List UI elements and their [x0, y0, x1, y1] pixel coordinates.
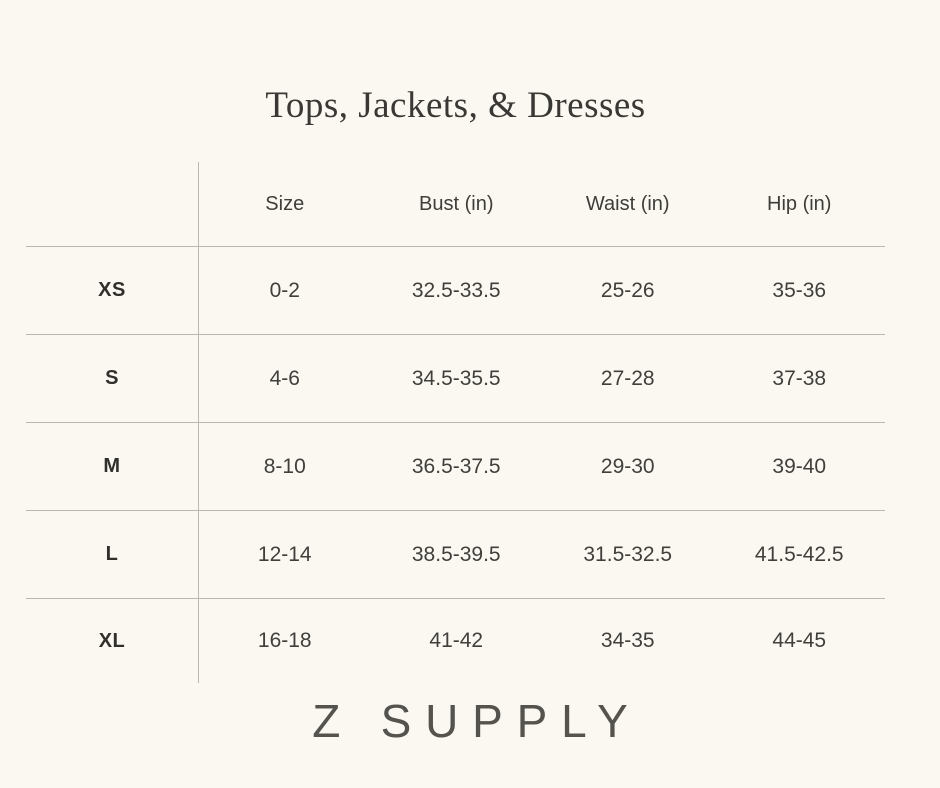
cell-xl-bust: 41-42 — [429, 629, 484, 652]
cell-xl-waist: 34-35 — [600, 629, 655, 652]
cell-s-bust: 34.5-35.5 — [370, 335, 542, 423]
cell-xs-hip: 35-36 — [713, 247, 885, 335]
column-header-bust: Bust (in) — [370, 162, 542, 247]
cell-xl-size: 16-18 — [257, 629, 312, 652]
cell-s-hip: 37-38 — [713, 335, 885, 423]
cell-l-size: 12-14 — [199, 511, 371, 599]
row-label-xs: XS — [26, 247, 199, 335]
cell-xs-size: 0-2 — [199, 247, 371, 335]
page-title: Tops, Jackets, & Dresses — [265, 85, 646, 126]
column-header-hip: Hip (in) — [713, 162, 885, 247]
row-label-s: S — [26, 335, 199, 423]
cell-xs-bust: 32.5-33.5 — [370, 247, 542, 335]
brand-wordmark: Z SUPPLY — [312, 695, 642, 747]
cell-m-size: 8-10 — [199, 423, 371, 511]
cell-m-waist: 29-30 — [542, 423, 714, 511]
cell-xl-hip: 44-45 — [772, 629, 827, 652]
column-header-waist: Waist (in) — [542, 162, 714, 247]
row-label-m: M — [26, 423, 199, 511]
row-label-xl: XL — [26, 599, 199, 683]
cell-l-bust: 38.5-39.5 — [370, 511, 542, 599]
header-corner-cell — [26, 162, 199, 247]
row-label-l: L — [26, 511, 199, 599]
cell-s-size: 4-6 — [199, 335, 371, 423]
column-header-size: Size — [199, 162, 371, 247]
cell-m-bust: 36.5-37.5 — [370, 423, 542, 511]
size-chart-table: Size Bust (in) Waist (in) Hip (in) XS 0-… — [26, 162, 885, 683]
cell-l-waist: 31.5-32.5 — [542, 511, 714, 599]
cell-l-hip: 41.5-42.5 — [713, 511, 885, 599]
cell-xs-waist: 25-26 — [542, 247, 714, 335]
cell-s-waist: 27-28 — [542, 335, 714, 423]
cell-m-hip: 39-40 — [713, 423, 885, 511]
